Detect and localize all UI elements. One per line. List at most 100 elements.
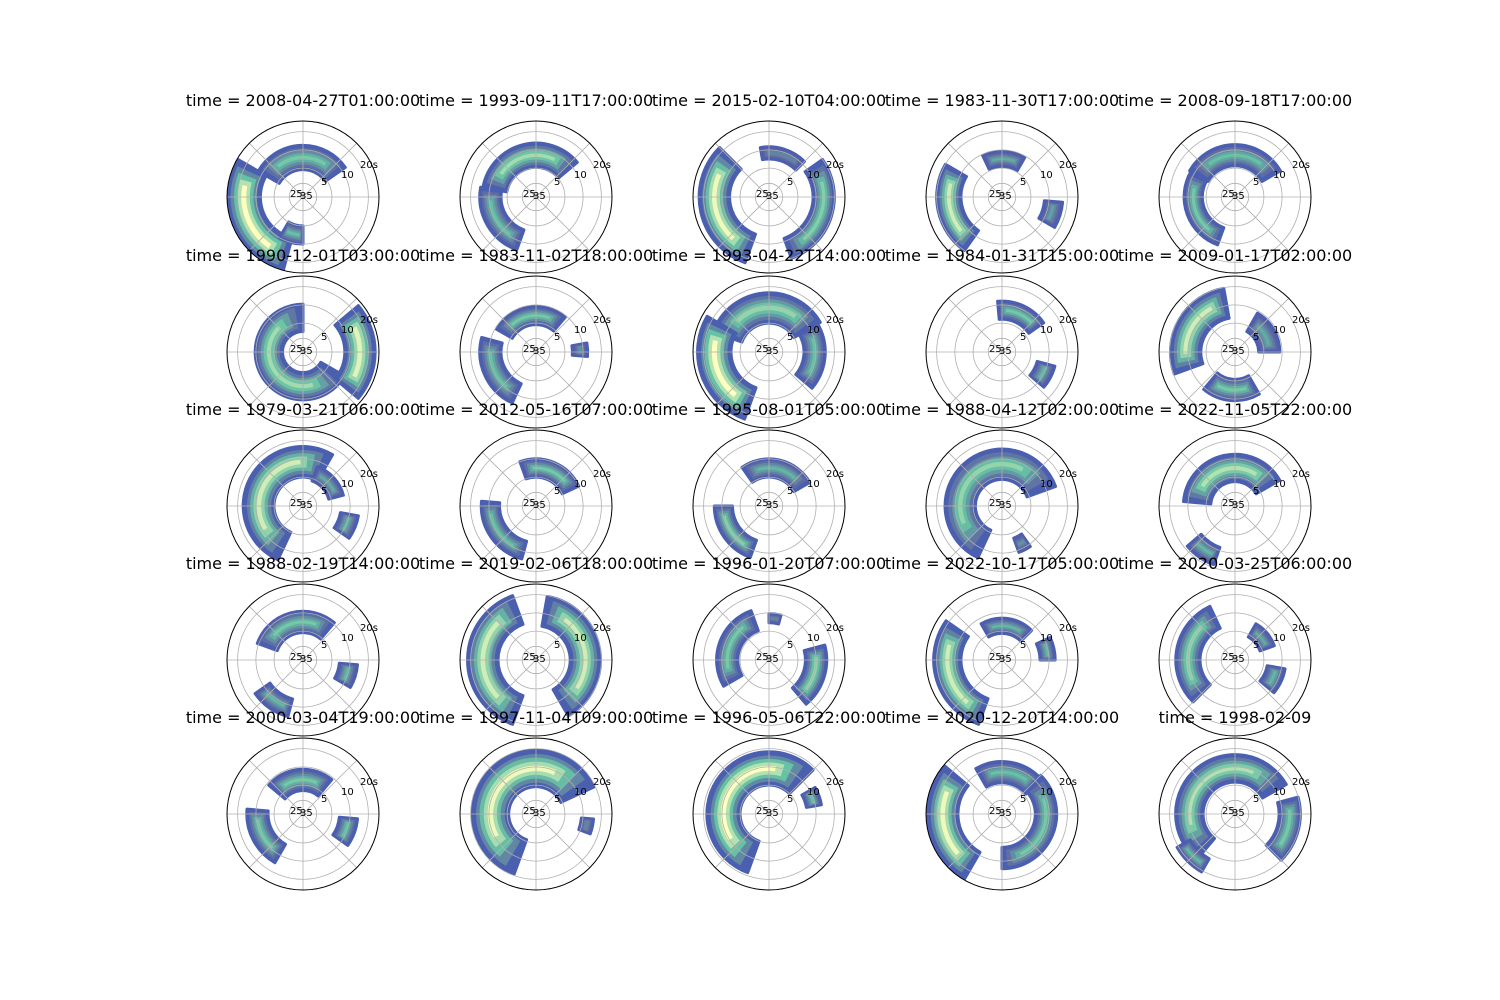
radial-tick-label: 20s — [1292, 160, 1310, 171]
radial-tick-label: 5 — [321, 332, 327, 343]
panel-title: time = 2022-10-17T05:00:00 — [885, 554, 1119, 573]
radial-tick-label: 10 — [1040, 325, 1053, 336]
heatmap-layer — [478, 304, 590, 405]
heatmap-band — [342, 667, 350, 681]
panel-title: time = 2020-03-25T06:00:00 — [1118, 554, 1352, 573]
heatmap-band — [802, 181, 826, 241]
heatmap-band — [256, 819, 274, 850]
radial-tick-label: 25 — [523, 498, 536, 509]
radial-tick-label: 35 — [1232, 191, 1245, 202]
heatmap-band — [720, 765, 776, 841]
polar-frame — [925, 429, 1079, 583]
radial-tick-label: 35 — [999, 500, 1012, 511]
heatmap-band — [319, 475, 336, 493]
radial-tick-label: 5 — [1020, 794, 1026, 805]
heatmap-band — [712, 173, 735, 241]
heatmap-band — [1183, 306, 1213, 354]
radial-tick-label: 25 — [1222, 806, 1235, 817]
radial-tick-label: 20s — [1292, 777, 1310, 788]
polar-frame — [1158, 583, 1312, 737]
polar-frame — [226, 275, 380, 429]
polar-frame — [226, 120, 380, 274]
radial-tick-label: 5 — [1253, 177, 1259, 188]
radial-tick-label: 20s — [360, 777, 378, 788]
angular-gridline — [249, 606, 357, 714]
polar-frame — [226, 737, 380, 891]
angular-gridline — [1181, 298, 1289, 406]
polar-frame — [226, 429, 380, 583]
heatmap-band — [1006, 309, 1033, 323]
polar-frame — [692, 737, 846, 891]
panel-title: time = 2019-02-06T18:00:00 — [419, 554, 653, 573]
radial-tick-label: 35 — [533, 191, 546, 202]
radial-tick-label: 35 — [533, 808, 546, 819]
angular-gridline — [948, 606, 1056, 714]
radial-tick-label: 35 — [999, 346, 1012, 357]
heatmap-band — [480, 620, 500, 700]
heatmap-band — [487, 765, 556, 838]
radial-tick-label: 35 — [999, 808, 1012, 819]
radial-tick-label: 5 — [1253, 332, 1259, 343]
radial-tick-label: 10 — [341, 633, 354, 644]
radial-tick-label: 5 — [554, 486, 560, 497]
radial-tick-label: 20s — [1059, 160, 1077, 171]
polar-frame — [459, 429, 613, 583]
radial-tick-label: 10 — [574, 479, 587, 490]
panel-title: time = 1998-02-09 — [1159, 708, 1312, 727]
radial-tick-label: 5 — [787, 177, 793, 188]
panel-title: time = 1993-04-22T14:00:00 — [652, 246, 886, 265]
radial-tick-label: 5 — [1020, 332, 1026, 343]
heatmap-band — [265, 692, 285, 707]
radial-tick-label: 35 — [533, 654, 546, 665]
radial-tick-label: 20s — [826, 469, 844, 480]
heatmap-band — [272, 620, 317, 637]
polar-frame — [692, 120, 846, 274]
radial-tick-label: 35 — [1232, 654, 1245, 665]
heatmap-band — [499, 153, 556, 175]
radial-tick-label: 10 — [1273, 787, 1286, 798]
radial-tick-label: 10 — [807, 170, 820, 181]
heatmap-band — [529, 464, 570, 486]
heatmap-band — [1043, 643, 1049, 657]
radial-tick-label: 10 — [574, 170, 587, 181]
radial-tick-label: 10 — [341, 479, 354, 490]
angular-gridline — [482, 606, 590, 714]
heatmap-layer — [932, 616, 1057, 726]
radial-tick-label: 35 — [300, 191, 313, 202]
radial-tick-label: 20s — [360, 315, 378, 326]
radial-tick-label: 25 — [523, 652, 536, 663]
radial-tick-label: 10 — [1040, 479, 1053, 490]
angular-gridline — [715, 606, 823, 714]
heatmap-band — [1278, 809, 1292, 846]
heatmap-band — [1216, 384, 1247, 392]
heatmap-layer — [1182, 452, 1282, 567]
angular-gridline — [249, 452, 357, 560]
heatmap-band — [1208, 153, 1262, 166]
panel-title: time = 2009-01-17T02:00:00 — [1118, 246, 1352, 265]
polar-frame — [692, 429, 846, 583]
radial-tick-label: 10 — [1273, 170, 1286, 181]
radial-tick-label: 25 — [1222, 498, 1235, 509]
heatmap-band — [563, 617, 588, 690]
radial-tick-label: 20s — [1059, 777, 1077, 788]
radial-tick-label: 10 — [574, 787, 587, 798]
angular-gridline — [249, 760, 357, 868]
polar-frame — [459, 275, 613, 429]
panel-title: time = 1983-11-30T17:00:00 — [885, 91, 1119, 110]
radial-tick-label: 25 — [523, 806, 536, 817]
heatmap-band — [1180, 301, 1218, 359]
radial-tick-label: 35 — [300, 346, 313, 357]
angular-gridline — [715, 298, 823, 406]
radial-tick-label: 10 — [1040, 787, 1053, 798]
angular-gridline — [948, 143, 1056, 251]
